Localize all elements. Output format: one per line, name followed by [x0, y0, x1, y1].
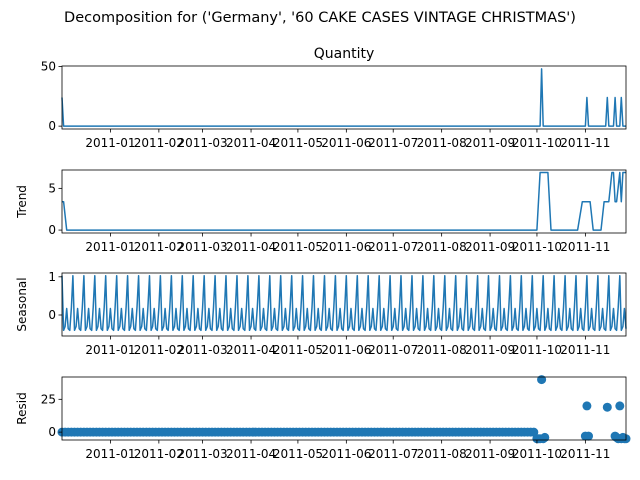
axes-frame	[61, 272, 627, 337]
x-tick-label: 2011-08	[417, 136, 467, 150]
panel-3: Resid0252011-012011-022011-032011-042011…	[15, 375, 631, 461]
data-point	[584, 431, 593, 441]
data-point	[537, 375, 547, 385]
x-tick-label: 2011-05	[273, 136, 323, 150]
series-line	[62, 171, 626, 231]
panels-group: Quantity0502011-012011-022011-032011-042…	[15, 46, 631, 461]
data-point	[540, 432, 550, 442]
x-tick-label: 2011-07	[368, 343, 418, 357]
y-tick-label: 1	[48, 270, 56, 284]
x-tick-label: 2011-09	[465, 240, 515, 254]
x-tick-label: 2011-11	[560, 136, 610, 150]
x-tick-label: 2011-10	[512, 447, 562, 461]
panel-0: Quantity0502011-012011-022011-032011-042…	[41, 46, 627, 150]
data-point	[615, 401, 625, 411]
x-tick-label: 2011-08	[417, 240, 467, 254]
x-tick-label: 2011-03	[178, 136, 228, 150]
x-tick-label: 2011-11	[560, 240, 610, 254]
y-tick-label: 50	[41, 59, 56, 73]
y-axis-label: Seasonal	[15, 277, 29, 331]
x-tick-label: 2011-09	[465, 447, 515, 461]
x-tick-label: 2011-02	[134, 447, 184, 461]
panel-title: Quantity	[314, 46, 375, 62]
x-tick-label: 2011-01	[85, 240, 135, 254]
x-tick-label: 2011-07	[368, 136, 418, 150]
x-tick-label: 2011-09	[465, 136, 515, 150]
x-tick-label: 2011-03	[178, 343, 228, 357]
x-tick-label: 2011-05	[273, 447, 323, 461]
x-tick-label: 2011-11	[560, 447, 610, 461]
y-tick-label: 0	[48, 425, 56, 439]
panel-1: Trend052011-012011-022011-032011-042011-…	[15, 169, 627, 254]
x-tick-label: 2011-08	[417, 343, 467, 357]
x-tick-label: 2011-02	[134, 136, 184, 150]
x-tick-label: 2011-03	[178, 240, 228, 254]
x-tick-label: 2011-06	[321, 447, 371, 461]
y-tick-label: 25	[41, 392, 56, 406]
x-tick-label: 2011-10	[512, 343, 562, 357]
x-tick-label: 2011-06	[321, 136, 371, 150]
y-axis-label: Trend	[15, 185, 29, 219]
data-point	[602, 402, 612, 412]
x-tick-label: 2011-07	[368, 447, 418, 461]
x-tick-label: 2011-01	[85, 343, 135, 357]
y-tick-label: 5	[48, 181, 56, 195]
x-tick-label: 2011-04	[226, 136, 276, 150]
y-tick-label: 0	[48, 308, 56, 322]
x-tick-label: 2011-04	[226, 240, 276, 254]
series-line	[61, 274, 627, 332]
x-tick-label: 2011-04	[226, 447, 276, 461]
x-tick-label: 2011-09	[465, 343, 515, 357]
axes-frame	[61, 65, 627, 130]
x-tick-label: 2011-01	[85, 447, 135, 461]
x-tick-label: 2011-10	[512, 240, 562, 254]
x-tick-label: 2011-01	[85, 136, 135, 150]
data-point	[582, 401, 592, 411]
x-tick-label: 2011-03	[178, 447, 228, 461]
x-tick-label: 2011-05	[273, 240, 323, 254]
axes-frame	[61, 169, 627, 234]
figure-title: Decomposition for ('Germany', '60 CAKE C…	[64, 10, 576, 26]
x-tick-label: 2011-11	[560, 343, 610, 357]
x-tick-label: 2011-04	[226, 343, 276, 357]
y-tick-label: 0	[48, 119, 56, 133]
x-tick-label: 2011-06	[321, 343, 371, 357]
axes-frame	[61, 376, 627, 441]
x-tick-label: 2011-02	[134, 240, 184, 254]
x-tick-label: 2011-05	[273, 343, 323, 357]
x-tick-label: 2011-08	[417, 447, 467, 461]
series-line	[61, 68, 626, 127]
y-axis-label: Resid	[15, 392, 29, 424]
x-tick-label: 2011-10	[512, 136, 562, 150]
x-tick-label: 2011-06	[321, 240, 371, 254]
x-tick-label: 2011-02	[134, 343, 184, 357]
x-tick-label: 2011-07	[368, 240, 418, 254]
panel-2: Seasonal 012011-012011-022011-032011-0420…	[15, 270, 627, 357]
y-tick-label: 0	[48, 223, 56, 237]
